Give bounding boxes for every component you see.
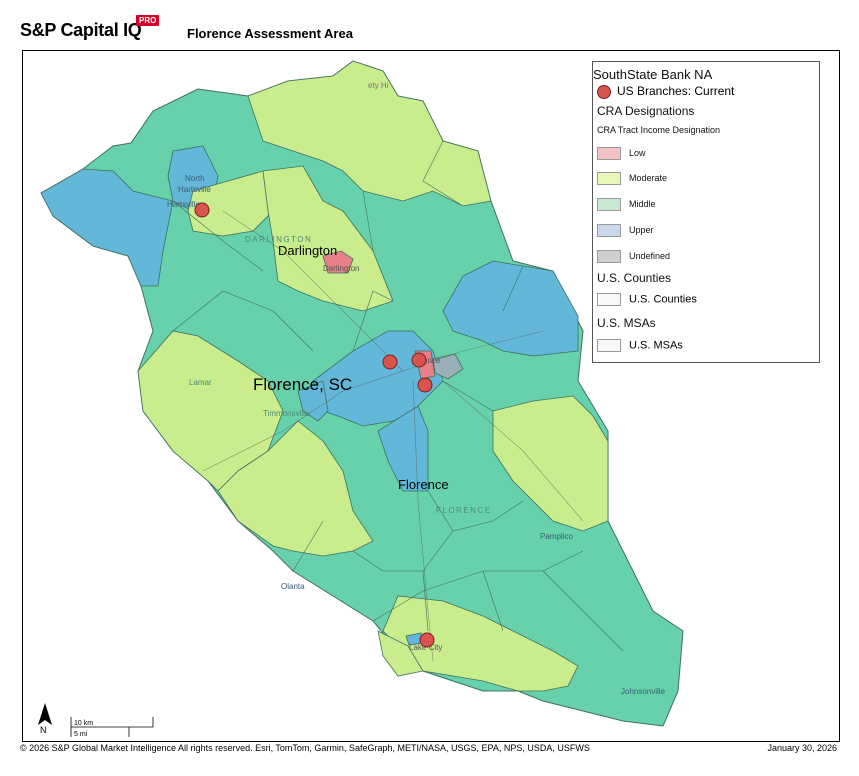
map-canvas[interactable]: North Hartsville Hartsville DARLINGTON D… (23, 51, 839, 741)
esri-logo: esri (775, 715, 806, 734)
legend-item-undefined: Undefined (597, 250, 670, 263)
label-johnsonville: Johnsonville (621, 687, 666, 696)
swatch-middle (597, 198, 621, 211)
swatch-undefined (597, 250, 621, 263)
tract-moderate-northeast (247, 60, 492, 207)
legend-label-msas: U.S. MSAs (629, 339, 683, 352)
label-florence-city: Florence (398, 477, 449, 492)
footer-copyright: © 2026 S&P Global Market Intelligence Al… (20, 743, 590, 753)
swatch-low (597, 147, 621, 160)
label-darlington-city: Darlington (278, 243, 337, 258)
branch-marker-lake-city[interactable] (419, 632, 435, 648)
map-frame[interactable]: North Hartsville Hartsville DARLINGTON D… (22, 50, 840, 742)
label-hartsville: Hartsville (167, 200, 200, 209)
legend-label-undefined: Undefined (629, 250, 671, 261)
branch-marker-florence-west[interactable] (382, 354, 398, 370)
branch-marker-hartsville[interactable] (194, 202, 210, 218)
tract-upper-florence-west (297, 380, 329, 422)
branch-marker-florence-north[interactable] (411, 352, 427, 368)
map-legend: SouthState Bank NA US Branches: Current … (592, 61, 820, 363)
tract-upper-florence-south (377, 405, 429, 492)
tract-moderate-east (492, 395, 609, 532)
legend-item-counties: U.S. Counties (597, 293, 697, 306)
swatch-msas (597, 339, 621, 352)
label-darlington-county: DARLINGTON (245, 235, 312, 244)
north-arrow-icon (38, 703, 52, 725)
label-north-hartsville: North (185, 174, 205, 183)
legend-branches-row: US Branches: Current (597, 84, 734, 99)
legend-bank-name: SouthState Bank NA (593, 67, 713, 82)
tract-upper-florence-central (312, 330, 444, 427)
page-title: Florence Assessment Area (187, 26, 353, 41)
legend-item-low: Low (597, 147, 646, 160)
label-florence-sc: Florence, SC (253, 375, 352, 394)
label-timmonsville: Timmonsville (263, 409, 310, 418)
tract-upper-northwest (40, 168, 174, 287)
legend-item-moderate: Moderate (597, 172, 667, 185)
legend-item-msas: U.S. MSAs (597, 339, 683, 352)
pro-badge: PRO (136, 15, 160, 26)
north-label: N (40, 725, 47, 733)
scale-bar: 10 km 5 mi (69, 715, 159, 741)
legend-msas-heading: U.S. MSAs (597, 316, 656, 330)
legend-label-upper: Upper (629, 224, 654, 235)
label-florence-county: FLORENCE (436, 506, 492, 515)
branch-marker-florence-south[interactable] (417, 377, 433, 393)
legend-cra-heading: CRA Designations (597, 104, 695, 118)
legend-item-middle: Middle (597, 198, 656, 211)
legend-label-low: Low (629, 147, 646, 158)
swatch-moderate (597, 172, 621, 185)
legend-cra-sub: CRA Tract Income Designation (597, 125, 721, 135)
legend-label-middle: Middle (629, 198, 656, 209)
legend-counties-heading: U.S. Counties (597, 271, 672, 285)
north-arrow: N (33, 701, 57, 738)
footer-date: January 30, 2026 (767, 743, 837, 753)
legend-item-upper: Upper (597, 224, 654, 237)
swatch-upper (597, 224, 621, 237)
scale-mi: 5 mi (74, 731, 88, 738)
scale-km: 10 km (74, 720, 93, 727)
label-lake-city: Lake City (409, 643, 442, 652)
label-society-hill: ety Hi (368, 81, 389, 90)
tract-moderate-darlington (262, 165, 394, 312)
branch-marker-icon (597, 84, 611, 99)
legend-label-moderate: Moderate (629, 172, 668, 183)
label-darlington-small: Darlington (323, 264, 359, 273)
tract-moderate-lake-city-west (377, 630, 424, 677)
brand-logo: S&P Capital IQ (20, 20, 142, 40)
tract-moderate-timmonsville (217, 420, 374, 557)
label-olanta: Olanta (281, 582, 305, 591)
tract-low-darlington (322, 250, 354, 274)
label-lamar: Lamar (189, 378, 212, 387)
tract-boundaries (172, 140, 624, 652)
tract-upper-east (442, 260, 579, 357)
swatch-counties (597, 293, 621, 306)
label-north-hartsville-2: Hartsville (178, 185, 211, 194)
label-florence-small: ence (423, 356, 441, 365)
legend-branches-label: US Branches: Current (617, 84, 735, 98)
label-pamplico: Pamplico (540, 532, 573, 541)
branch-markers (194, 202, 435, 648)
legend-label-counties: U.S. Counties (629, 293, 697, 306)
